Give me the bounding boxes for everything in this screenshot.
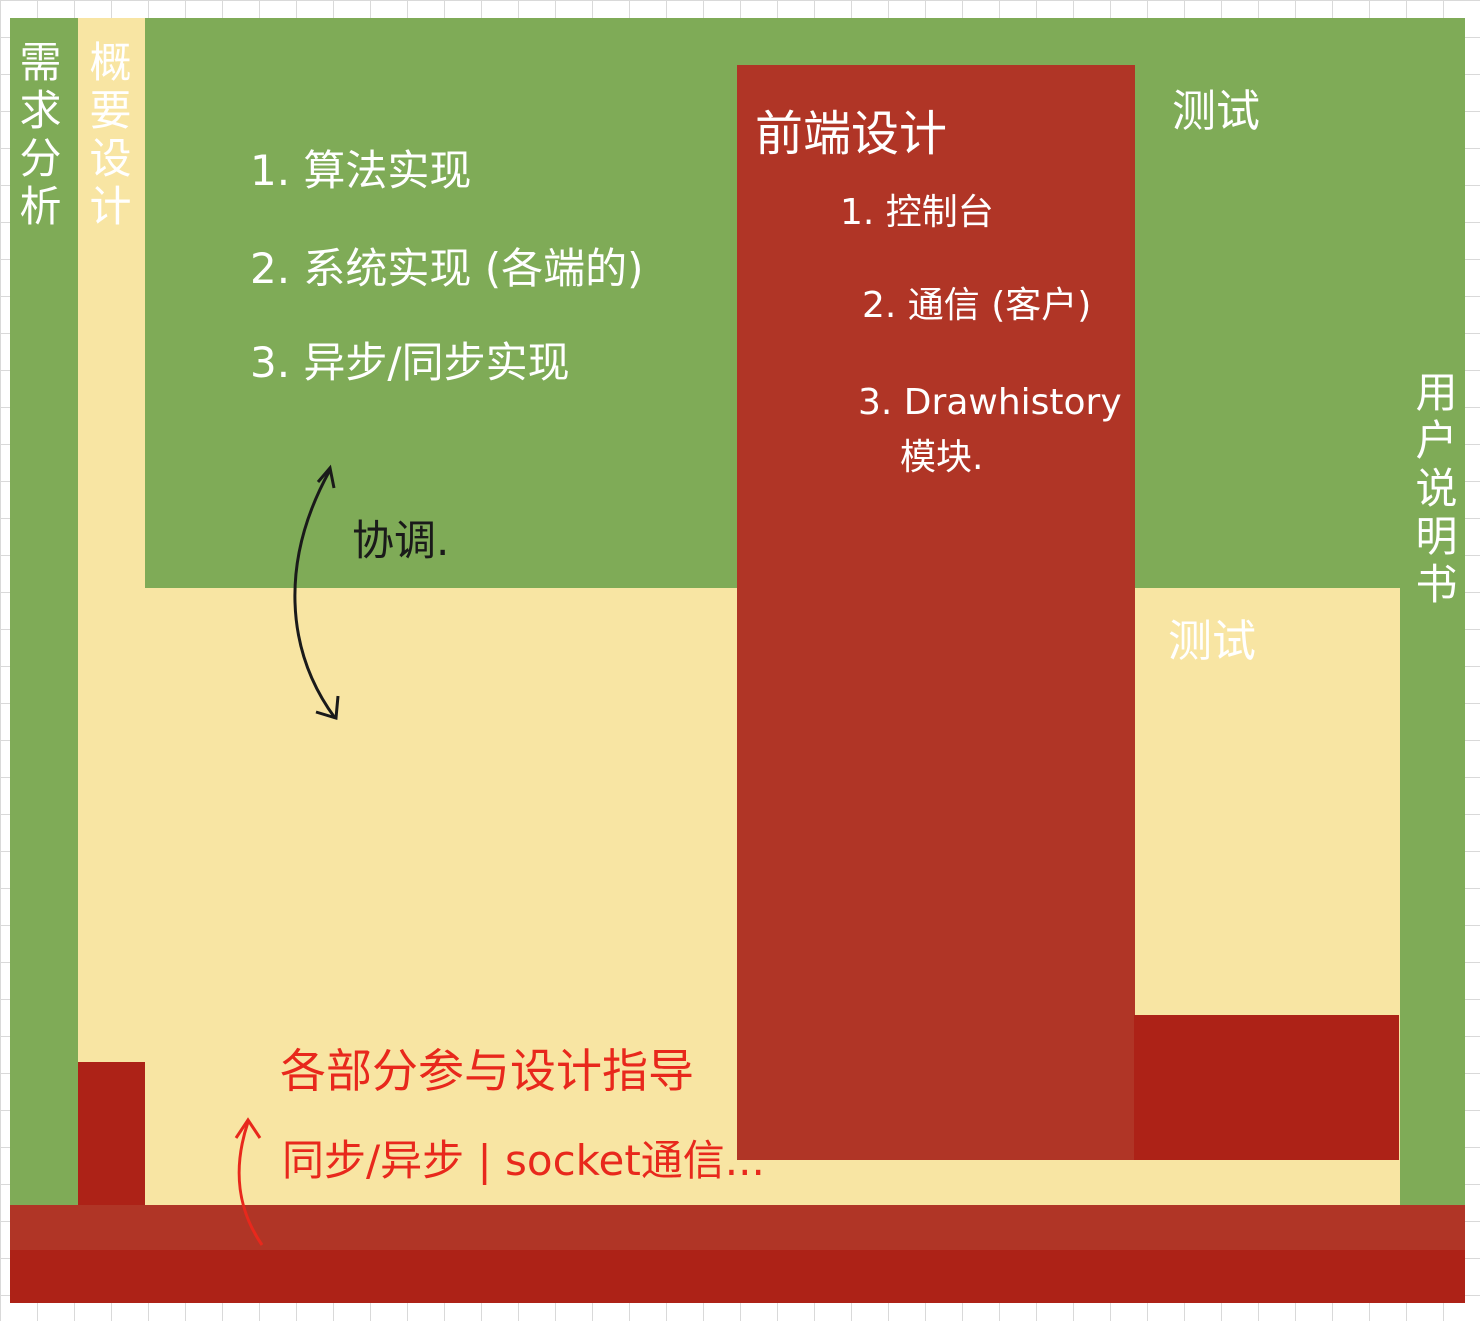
- frontend-title: 前端设计: [755, 106, 948, 162]
- coordination-label: 协调.: [352, 516, 450, 565]
- guidance-arrow: [237, 1121, 264, 1246]
- frontend-design-block: [737, 65, 1135, 1160]
- requirements-analysis-column: [10, 18, 78, 1208]
- frontend-item-drawhistory: 3. Drawhistory: [858, 382, 1122, 423]
- test-mid-label: 测试: [1168, 616, 1256, 667]
- small-red-block: [78, 1062, 145, 1208]
- backend-item-system: 2. 系统实现 (各端的): [250, 244, 644, 293]
- coordination-double-arrow: [293, 469, 337, 719]
- frontend-item-communication: 2. 通信 (客户): [862, 285, 1092, 326]
- guidance-arrow-head: [234, 1117, 262, 1139]
- backend-item-async-sync: 3. 异步/同步实现: [250, 338, 570, 387]
- test-red-block: [1134, 1015, 1399, 1160]
- frontend-item-module: 模块.: [900, 437, 984, 478]
- guidance-line-2: 同步/异步 | socket通信...: [282, 1136, 765, 1185]
- coordination-arrow-head-bottom: [315, 695, 340, 720]
- guidance-line-1: 各部分参与设计指导: [280, 1044, 694, 1098]
- coordination-arrow-head-top: [316, 464, 336, 489]
- test-top-label: 测试: [1172, 86, 1260, 137]
- bottom-deep-red-bar: [10, 1250, 1465, 1303]
- user-manual-column: [1400, 18, 1465, 1208]
- frontend-item-console: 1. 控制台: [840, 192, 994, 233]
- backend-item-algorithm: 1. 算法实现: [250, 146, 472, 195]
- outline-design-label: 概要设计: [83, 40, 132, 232]
- user-manual-label: 用户说明书: [1409, 370, 1458, 610]
- requirements-analysis-label: 需求分析: [13, 40, 62, 232]
